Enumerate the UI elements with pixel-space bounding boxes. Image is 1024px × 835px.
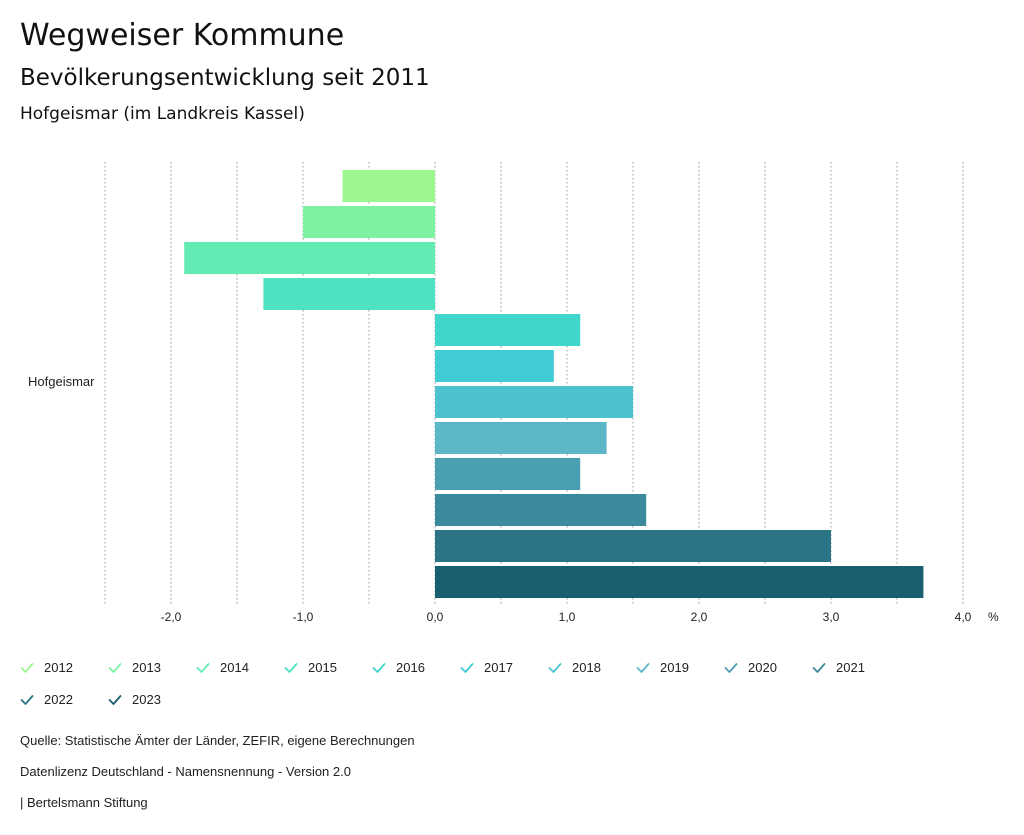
legend-item-2020[interactable]: 2020 <box>724 660 777 675</box>
checkmark-icon <box>108 662 122 673</box>
checkmark-icon <box>636 662 650 673</box>
x-tick-label: -1,0 <box>293 610 314 624</box>
bar-2017 <box>435 350 554 382</box>
checkmark-icon <box>372 662 386 673</box>
legend-item-2022[interactable]: 2022 <box>20 692 73 707</box>
legend-label: 2016 <box>396 660 425 675</box>
legend-item-2015[interactable]: 2015 <box>284 660 337 675</box>
bar-2013 <box>303 206 435 238</box>
bar-2022 <box>435 530 831 562</box>
legend-label: 2017 <box>484 660 513 675</box>
legend-label: 2012 <box>44 660 73 675</box>
legend-label: 2014 <box>220 660 249 675</box>
bar-2021 <box>435 494 647 526</box>
checkmark-icon <box>20 694 34 705</box>
legend-label: 2021 <box>836 660 865 675</box>
bar-2012 <box>342 170 435 202</box>
page-title: Wegweiser Kommune <box>20 18 345 53</box>
checkmark-icon <box>20 662 34 673</box>
chart-subtitle: Bevölkerungsentwicklung seit 2011 <box>20 65 430 91</box>
legend-label: 2022 <box>44 692 73 707</box>
legend-label: 2020 <box>748 660 777 675</box>
bar-2020 <box>435 458 581 490</box>
legend-item-2012[interactable]: 2012 <box>20 660 73 675</box>
legend-item-2021[interactable]: 2021 <box>812 660 865 675</box>
checkmark-icon <box>548 662 562 673</box>
bar-2015 <box>263 278 435 310</box>
source-note: Quelle: Statistische Ämter der Länder, Z… <box>20 733 415 748</box>
x-tick-label: 0,0 <box>427 610 444 624</box>
publisher-note: | Bertelsmann Stiftung <box>20 795 148 810</box>
bar-2023 <box>435 566 924 598</box>
checkmark-icon <box>460 662 474 673</box>
bar-2016 <box>435 314 581 346</box>
region-label: Hofgeismar (im Landkreis Kassel) <box>20 104 305 124</box>
category-label: Hofgeismar <box>28 374 95 389</box>
legend-label: 2015 <box>308 660 337 675</box>
checkmark-icon <box>812 662 826 673</box>
checkmark-icon <box>284 662 298 673</box>
legend-label: 2019 <box>660 660 689 675</box>
legend-label: 2023 <box>132 692 161 707</box>
checkmark-icon <box>108 694 122 705</box>
x-tick-label: 3,0 <box>823 610 840 624</box>
legend-item-2016[interactable]: 2016 <box>372 660 425 675</box>
bar-2019 <box>435 422 607 454</box>
x-tick-label: 2,0 <box>691 610 708 624</box>
license-note: Datenlizenz Deutschland - Namensnennung … <box>20 764 351 779</box>
legend-item-2019[interactable]: 2019 <box>636 660 689 675</box>
bar-2018 <box>435 386 633 418</box>
bar-chart: Hofgeismar -2,0 -1,0 0,0 1,0 2,0 3,0 4,0% <box>28 162 999 624</box>
x-tick-label: 1,0 <box>559 610 576 624</box>
legend-item-2018[interactable]: 2018 <box>548 660 601 675</box>
checkmark-icon <box>196 662 210 673</box>
legend-label: 2013 <box>132 660 161 675</box>
x-tick-label: 4,0 <box>955 610 972 624</box>
legend-item-2013[interactable]: 2013 <box>108 660 161 675</box>
legend-item-2017[interactable]: 2017 <box>460 660 513 675</box>
legend-item-2023[interactable]: 2023 <box>108 692 161 707</box>
legend-label: 2018 <box>572 660 601 675</box>
x-tick-label: -2,0 <box>161 610 182 624</box>
x-axis-unit: % <box>988 610 999 624</box>
legend-item-2014[interactable]: 2014 <box>196 660 249 675</box>
checkmark-icon <box>724 662 738 673</box>
bar-2014 <box>184 242 435 274</box>
